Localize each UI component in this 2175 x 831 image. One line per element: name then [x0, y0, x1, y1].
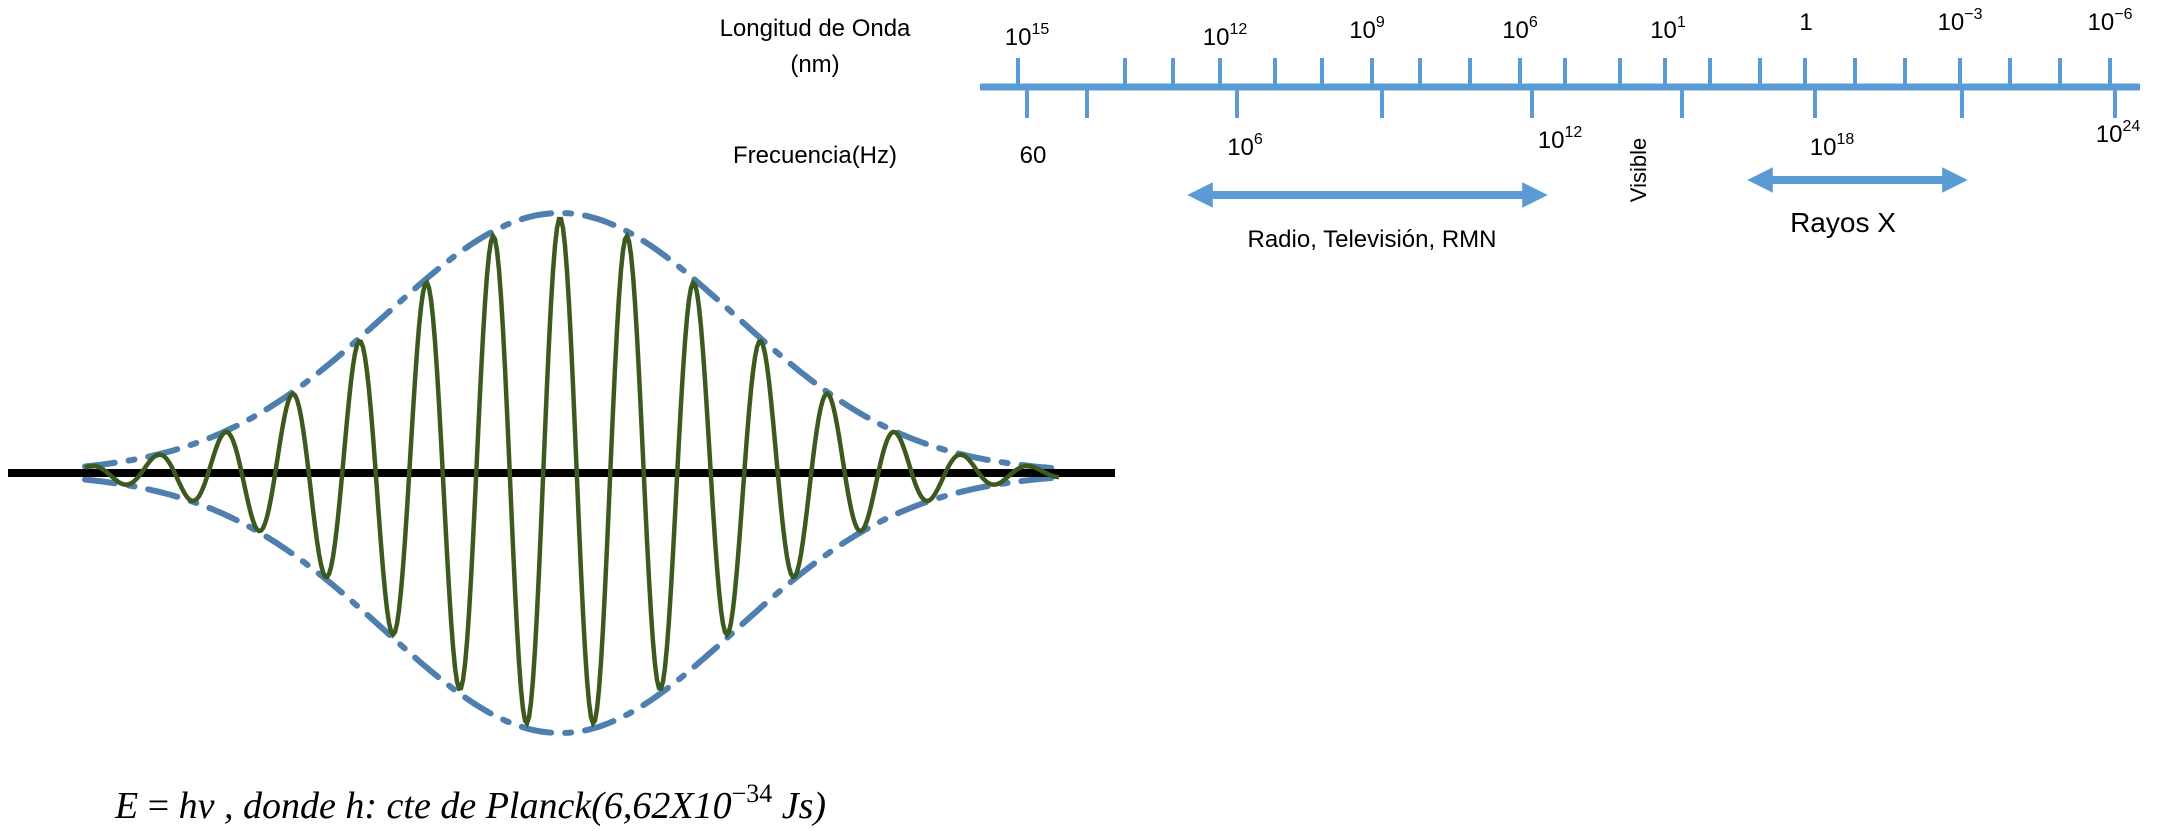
wave-packet — [8, 210, 1115, 736]
planck-equation: E = hν , donde h: cte de Planck(6,62X10−… — [114, 779, 826, 827]
frequency-tick-label: 1018 — [1810, 131, 1855, 161]
spectrum-axis — [980, 58, 2140, 118]
envelope-upper — [82, 210, 1060, 472]
wavelength-axis-label: Longitud de Onda — [720, 15, 911, 42]
frequency-tick-label: 106 — [1227, 131, 1263, 161]
radio-range-label: Radio, Televisión, RMN — [1248, 226, 1497, 253]
wavelength-tick-label: 10−3 — [1938, 6, 1983, 36]
wavelength-tick-labels: 1015 1012 109 106 101 1 10−3 10−6 — [1005, 6, 2133, 51]
wavelength-axis-unit: (nm) — [790, 51, 839, 78]
frequency-axis-label: Frecuencia(Hz) — [733, 142, 897, 169]
wavelength-tick-label: 10−6 — [2088, 6, 2133, 36]
wavelength-tick-label: 1 — [1799, 9, 1812, 36]
visible-region-label: Visible — [1626, 138, 1651, 202]
frequency-tick-label: 1024 — [2096, 118, 2141, 148]
frequency-tick-label: 1012 — [1538, 124, 1583, 154]
frequency-tick-label: 60 — [1020, 142, 1047, 169]
oscillating-wave — [84, 216, 1060, 729]
wavelength-tick-label: 1015 — [1005, 21, 1050, 51]
wavelength-tick-label: 1012 — [1203, 21, 1248, 51]
frequency-tick-labels: 60 106 1012 1018 1024 — [1020, 118, 2141, 169]
envelope-lower — [82, 474, 1060, 736]
wavelength-tick-label: 101 — [1650, 14, 1686, 44]
wavelength-tick-label: 109 — [1349, 14, 1385, 44]
wavelength-tick-label: 106 — [1502, 14, 1538, 44]
xray-range-label: Rayos X — [1790, 207, 1896, 238]
